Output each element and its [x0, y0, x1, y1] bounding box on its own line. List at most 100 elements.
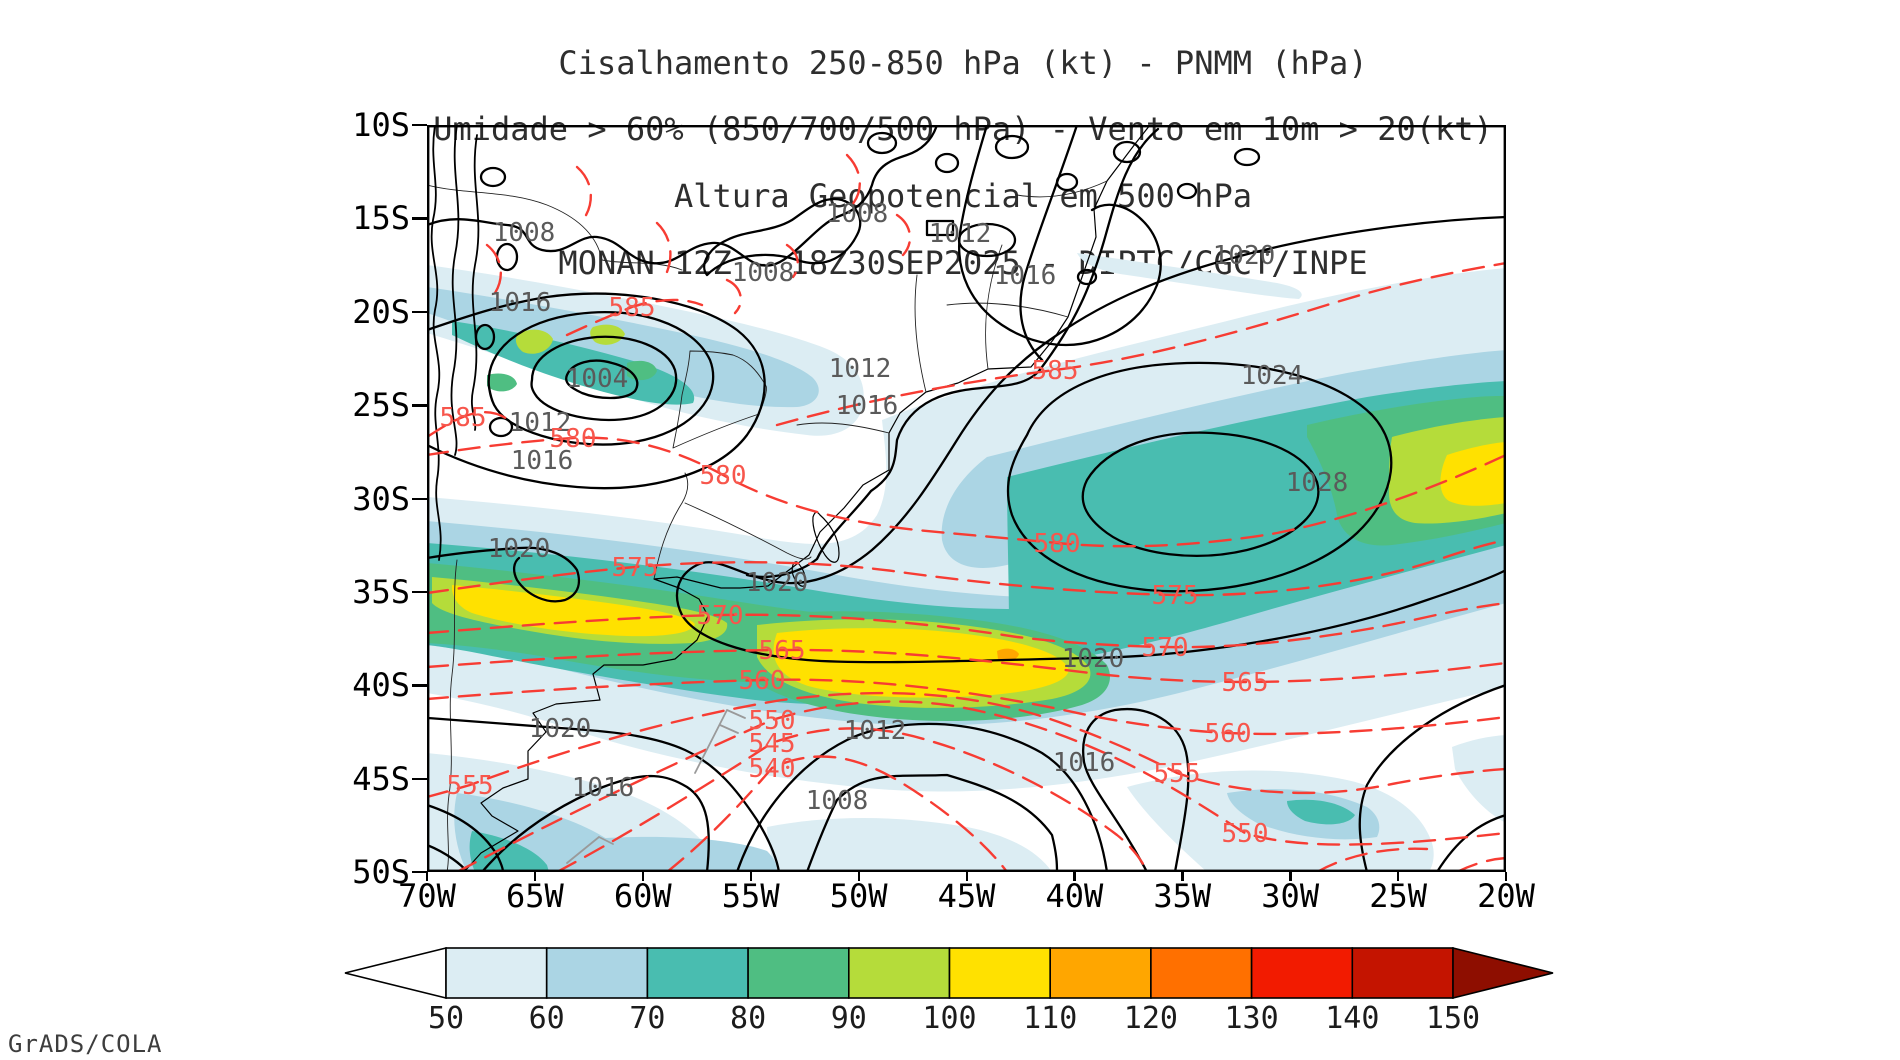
ellipse-shape — [866, 131, 898, 155]
path-shape — [451, 585, 695, 637]
lon-tick-mark — [749, 872, 753, 881]
wind-barb — [694, 709, 746, 774]
height-label: 560 — [739, 666, 786, 696]
geopotential-layer — [427, 153, 1506, 872]
lat-tick-mark — [412, 404, 427, 407]
path-shape — [601, 259, 683, 271]
path-shape — [1077, 253, 1302, 299]
lon-tick-mark — [1073, 872, 1076, 881]
pressure-labels-group: 1008101610081008101210161004101210161012… — [488, 199, 1349, 816]
lon-tick-label: 20W — [1477, 877, 1535, 915]
colorbar-right-arrow — [1452, 946, 1554, 1000]
height-label: 550 — [1222, 819, 1269, 849]
path-shape — [946, 302, 1069, 318]
lon-tick-mark — [1505, 872, 1508, 881]
path-shape — [767, 818, 1052, 872]
lat-tick-label: 25S — [352, 386, 410, 425]
geopotential-540 — [665, 755, 1009, 872]
lon-tick-label: 45W — [937, 877, 996, 915]
pressure-label: 1004 — [566, 364, 629, 394]
path-shape — [725, 278, 743, 315]
height-label: 575 — [1152, 581, 1199, 611]
ellipse-shape — [994, 134, 1030, 160]
path-shape — [914, 274, 927, 393]
colorbar-value: 90 — [831, 1001, 867, 1036]
geopotential-545 — [555, 727, 1149, 872]
colorbar-cell — [948, 947, 1051, 999]
path-shape — [530, 335, 678, 421]
lat-tick-label: 45S — [352, 759, 410, 798]
lon-tick-label: 55W — [721, 877, 780, 915]
height-label: 575 — [612, 553, 659, 583]
height-label: 545 — [749, 729, 796, 759]
height-label: 555 — [1154, 759, 1201, 789]
lat-tick-mark — [412, 124, 427, 127]
colorbar-value: 60 — [529, 1001, 565, 1036]
geopotential-550 — [455, 700, 1506, 872]
height-label: 565 — [1222, 668, 1269, 698]
path-shape — [427, 411, 514, 439]
path-shape — [427, 546, 581, 603]
pressure-label: 1016 — [836, 391, 899, 421]
height-label: 585 — [609, 293, 656, 323]
lon-tick-mark — [1181, 872, 1184, 881]
lat-tick-mark — [412, 871, 427, 874]
path-shape — [430, 125, 442, 561]
colorbar-value: 150 — [1426, 1001, 1480, 1036]
height-label: 580 — [550, 424, 597, 454]
ellipse-shape — [1112, 140, 1142, 164]
colorbar-cell — [445, 947, 548, 999]
pressure-label: 1012 — [829, 354, 892, 384]
colorbar-cell — [545, 947, 649, 999]
lon-tick-label: 35W — [1153, 877, 1212, 915]
path-shape — [427, 292, 766, 490]
wind-barb — [566, 836, 614, 864]
lat-tick-label: 30S — [352, 479, 410, 518]
geopotential-585 — [775, 261, 1506, 427]
lat-tick-label: 40S — [352, 666, 410, 705]
pressure-label: 1016 — [489, 288, 552, 318]
path-shape — [895, 213, 912, 257]
lat-tick-mark — [412, 497, 427, 500]
colorbar-value: 80 — [730, 1001, 766, 1036]
colorbar: 50 60 70 80 90 100 110 120 130 140 150 — [344, 946, 1554, 1036]
map-border — [427, 125, 1506, 872]
path-shape — [452, 321, 695, 405]
isobar-1020-main — [675, 215, 1506, 664]
height-label: 565 — [759, 636, 806, 666]
path-shape — [985, 244, 1003, 370]
path-shape — [1287, 799, 1355, 825]
geopotential-580 — [427, 436, 1506, 548]
colorbar-value: 140 — [1325, 1001, 1379, 1036]
pressure-label: 1020 — [746, 568, 809, 598]
height-label: 540 — [749, 754, 796, 784]
isobar-layer — [427, 125, 1506, 872]
path-shape — [655, 221, 672, 282]
windbarb-layer — [566, 709, 746, 864]
path-shape — [565, 298, 704, 337]
path-shape — [515, 329, 553, 354]
path-shape — [446, 559, 458, 872]
lat-tick-mark — [412, 777, 427, 781]
map-canvas: 1008101610081008101210161004101210161012… — [427, 125, 1506, 872]
title-line-1: Cisalhamento 250-850 hPa (kt) - PNMM (hP… — [558, 43, 1368, 82]
path-shape — [487, 310, 715, 446]
lon-tick-label: 65W — [505, 877, 564, 915]
path-shape — [485, 243, 503, 295]
lon-tick-label: 60W — [613, 877, 672, 915]
isobar-1024 — [1006, 361, 1393, 593]
lat-tick-mark — [412, 590, 427, 594]
lagoon-path-2 — [791, 561, 807, 587]
pressure-label: 1020 — [1213, 241, 1276, 271]
path-shape — [1452, 735, 1506, 823]
ellipse-shape — [957, 222, 1017, 258]
lat-tick-label: 15S — [352, 199, 410, 238]
ellipse-shape — [479, 166, 507, 188]
isobar-1028 — [1081, 431, 1320, 557]
ellipse-shape — [1176, 182, 1198, 200]
height-label: 570 — [697, 601, 744, 631]
geopotential-565 — [427, 648, 1506, 684]
isobar-1012-north — [958, 125, 1162, 347]
pressure-label: 1024 — [1241, 361, 1304, 391]
